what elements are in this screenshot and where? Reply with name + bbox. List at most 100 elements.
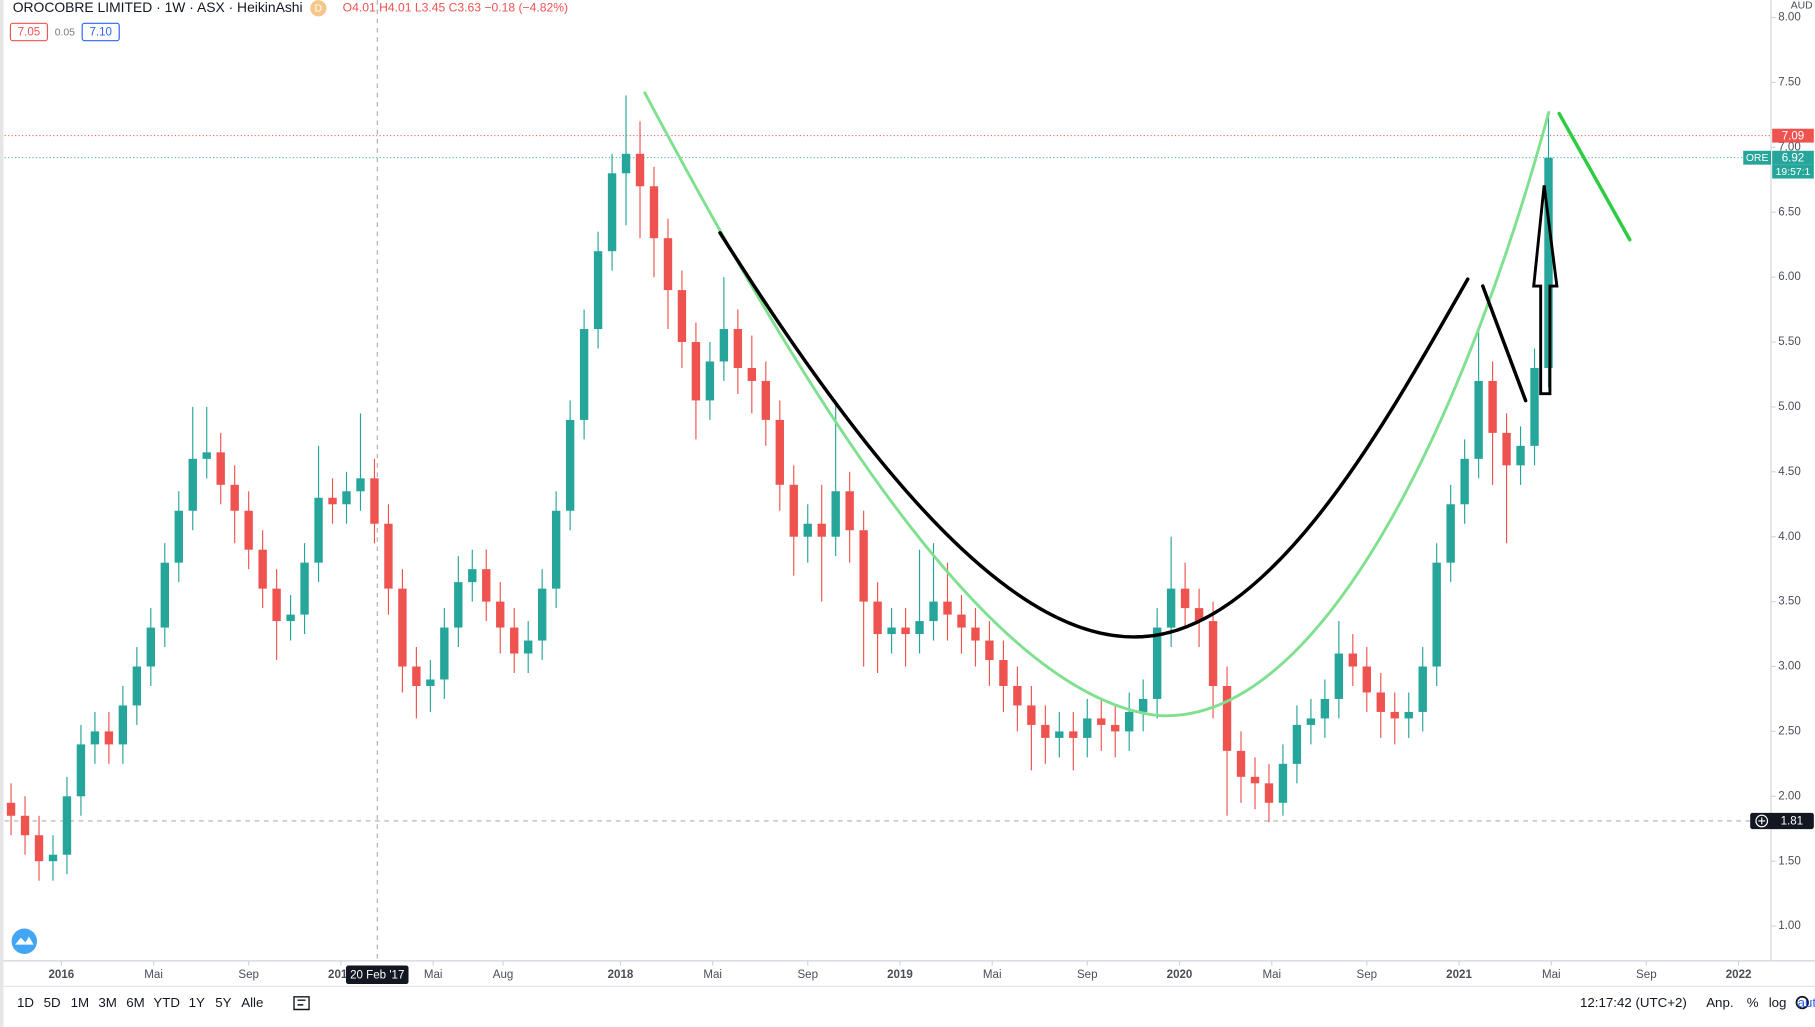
x-tick-label: 2016 xyxy=(49,969,75,981)
y-tick-label: 5.00 xyxy=(1778,401,1801,413)
settings-icon[interactable] xyxy=(1795,995,1809,1010)
candle-body xyxy=(216,452,225,485)
countdown-bg xyxy=(1772,164,1814,179)
candle-body xyxy=(1208,621,1218,686)
candle-body xyxy=(48,854,58,862)
candle-body xyxy=(565,419,575,511)
range-button[interactable]: Alle xyxy=(241,995,263,1010)
x-tick-label: 2018 xyxy=(608,969,634,981)
candle-body xyxy=(971,627,980,641)
range-button[interactable]: 1M xyxy=(71,995,89,1010)
candle-body xyxy=(398,588,407,667)
candle-body xyxy=(1474,380,1483,459)
y-tick-label: 7.00 xyxy=(1778,141,1801,153)
candle-body xyxy=(510,627,519,654)
left-edge xyxy=(0,0,4,1027)
candle-body xyxy=(412,666,421,686)
price-label-bg xyxy=(1772,128,1814,143)
clock: 12:17:42 (UTC+2) xyxy=(1580,995,1687,1010)
x-tick-label: Sep xyxy=(1357,969,1378,981)
x-tick-label: Mai xyxy=(983,969,1002,981)
ask-box[interactable] xyxy=(81,22,120,42)
candle-body xyxy=(929,601,938,622)
range-button[interactable]: YTD xyxy=(153,995,180,1010)
candle-body xyxy=(1027,705,1036,725)
price-label-bg xyxy=(1772,150,1814,165)
candle-body xyxy=(300,562,309,615)
candle-body xyxy=(551,510,561,589)
candle-body xyxy=(1460,458,1469,505)
y-tick-label: 3.50 xyxy=(1778,596,1801,608)
candle-body xyxy=(482,569,491,602)
crosshair-plus[interactable] xyxy=(1755,814,1769,828)
crosshair-date: 20 Feb '17 xyxy=(350,969,404,981)
badge-bg xyxy=(310,0,327,17)
range-button[interactable]: 3M xyxy=(98,995,116,1010)
scale-option[interactable]: aut xyxy=(1798,995,1815,1010)
overlay: OROCOBRE LIMITED · 1W · ASX · HeikinAshi… xyxy=(9,0,1815,1011)
candle-body xyxy=(607,173,617,252)
green-line[interactable] xyxy=(1557,111,1632,242)
candle-body xyxy=(1404,711,1413,719)
spread: 0.05 xyxy=(55,27,75,38)
candle-body xyxy=(1180,588,1190,609)
x-tick-label: Sep xyxy=(1636,969,1657,981)
candle-body xyxy=(1055,731,1064,738)
candle-body xyxy=(789,484,798,537)
candle-body xyxy=(188,458,197,511)
bid-box[interactable] xyxy=(9,22,49,42)
x-tick-label: 2020 xyxy=(1167,969,1193,981)
candle-body xyxy=(1222,685,1232,751)
price-label: 7.09 xyxy=(1782,130,1805,142)
range-button[interactable]: 1Y xyxy=(189,995,205,1010)
date-range-icon[interactable] xyxy=(293,996,310,1011)
range-button[interactable]: 5Y xyxy=(215,995,231,1010)
candle-body xyxy=(34,835,44,862)
candle-body xyxy=(258,549,267,589)
candle-body xyxy=(76,744,86,797)
symbol-tag: ORE xyxy=(1746,153,1769,164)
candle-body xyxy=(635,153,645,187)
arrow-up[interactable] xyxy=(1532,185,1559,396)
candle-body xyxy=(328,497,337,505)
scale-option[interactable]: % xyxy=(1747,995,1759,1010)
candle-body xyxy=(537,588,547,641)
candle-body xyxy=(691,342,701,401)
green-arc[interactable] xyxy=(643,91,1551,717)
candle-body xyxy=(202,452,211,459)
candle-body xyxy=(286,614,295,622)
candle-body xyxy=(1138,698,1148,712)
candle-body xyxy=(999,660,1008,686)
candle-body xyxy=(1362,666,1371,693)
y-tick-label: 4.50 xyxy=(1778,466,1801,478)
candle-body xyxy=(1166,588,1176,628)
ohlc-legend: O4.01 H4.01 L3.45 C3.63 −0.18 (−4.82%) xyxy=(343,0,568,14)
symbol-tag-bg xyxy=(1743,150,1772,165)
candle-body xyxy=(943,601,952,615)
x-tick-label: 2022 xyxy=(1726,969,1752,981)
candle-body xyxy=(859,530,868,602)
candle-body xyxy=(1111,724,1120,732)
candle-body xyxy=(1236,750,1246,777)
y-tick-label: 4.00 xyxy=(1778,531,1801,543)
candle-body xyxy=(1194,608,1204,622)
candle-body xyxy=(524,640,533,654)
black-arc[interactable] xyxy=(718,231,1470,639)
y-tick-label: 5.50 xyxy=(1778,336,1801,348)
scale-option[interactable]: log xyxy=(1769,995,1787,1010)
x-tick-label: 2021 xyxy=(1446,969,1472,981)
scale-option[interactable]: Anp. xyxy=(1706,995,1733,1010)
candle-body xyxy=(118,705,128,745)
y-tick-label: 6.50 xyxy=(1778,206,1801,218)
candle-body xyxy=(1502,432,1511,466)
x-tick-label: Mai xyxy=(703,969,722,981)
black-line[interactable] xyxy=(1481,284,1528,403)
range-button[interactable]: 1D xyxy=(17,995,34,1010)
candle-body xyxy=(747,367,757,381)
candle-body xyxy=(705,361,715,401)
crosshair-date-bg xyxy=(345,965,409,985)
range-button[interactable]: 5D xyxy=(44,995,61,1010)
range-button[interactable]: 6M xyxy=(126,995,144,1010)
